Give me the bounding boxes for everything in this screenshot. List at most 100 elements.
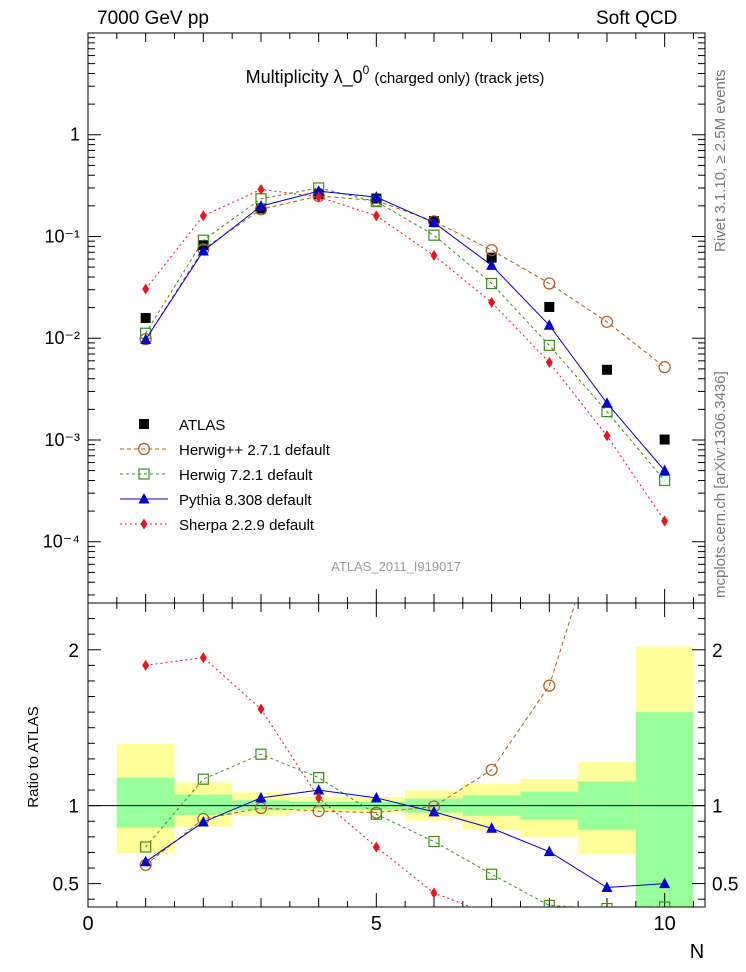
data-point-main	[543, 339, 555, 352]
data-point-main	[140, 333, 152, 345]
series-ratio-herwig-7-2-1-default	[140, 748, 671, 907]
data-point-main	[659, 464, 671, 476]
data-point-main	[659, 474, 671, 487]
legend-marker	[140, 518, 148, 530]
data-point-ratio	[486, 868, 498, 880]
data-point-main	[142, 283, 150, 295]
data-point-main	[543, 277, 556, 290]
series-line-ratio	[145, 789, 665, 889]
legend-entry-label: Herwig 7.2.1 default	[179, 467, 313, 484]
series-ratio-sherpa-2-2-9-default	[142, 652, 610, 933]
series-line-ratio	[145, 657, 473, 907]
ratio-band-inner-2	[174, 794, 233, 816]
data-point-ratio	[140, 841, 152, 853]
rivet-version-label: Rivet 3.1.10, ≥ 2.5M events	[712, 69, 729, 253]
data-point-ratio	[603, 922, 610, 933]
data-point-ratio	[142, 659, 150, 671]
data-point-main	[545, 356, 553, 368]
series-main-pythia-8-308-default	[140, 185, 671, 476]
x-axis-label: N	[690, 941, 704, 963]
data-point-main	[659, 434, 670, 445]
main-y-tick-label: 10⁻¹	[44, 226, 80, 246]
series-line-ratio	[145, 753, 665, 907]
main-y-tick-label: 10⁻³	[44, 430, 80, 450]
data-point-ratio	[486, 822, 498, 833]
data-point-main	[140, 313, 151, 324]
data-point-main	[428, 216, 440, 228]
data-point-ratio	[255, 791, 267, 803]
data-point-main	[313, 185, 325, 196]
ratio-plot-frame	[87, 602, 706, 908]
ratio-band-inner-1	[116, 777, 175, 828]
ratio-y-tick-label-right: 0.5	[712, 875, 738, 896]
data-point-main	[658, 361, 671, 374]
series-main-herwig-7-2-1-default	[140, 182, 671, 487]
data-point-main	[257, 183, 265, 195]
ratio-y-tick-label-left: 0.5	[53, 875, 79, 896]
data-point-main	[370, 191, 382, 202]
data-point-main	[544, 301, 555, 312]
data-point-main	[486, 259, 498, 270]
data-point-ratio	[543, 845, 555, 857]
data-point-main	[428, 229, 440, 241]
data-point-ratio	[197, 773, 209, 785]
mcplots-reference-label: mcplots.cern.ch [arXiv:1306.3436]	[712, 371, 729, 598]
ratio-y-tick-label-right: 2	[712, 641, 723, 662]
ratio-y-tick-label-right: 1	[712, 797, 723, 818]
data-point-main	[488, 296, 496, 308]
x-tick-label: 10	[654, 913, 676, 935]
legend-entry-label: ATLAS	[179, 417, 225, 434]
ratio-y-tick-label-left: 1	[68, 797, 79, 818]
ratio-uncertainty-bands	[116, 646, 694, 907]
legend-entry-label: Pythia 8.308 default	[179, 492, 312, 509]
data-point-ratio	[543, 679, 556, 692]
series-main-herwig-2-7-1-default	[139, 189, 671, 374]
series-line-main	[145, 195, 665, 368]
data-point-ratio	[485, 763, 498, 776]
data-point-ratio	[313, 784, 325, 795]
header-left: 7000 GeV pp	[97, 8, 209, 29]
analysis-watermark: ATLAS_2011_I919017	[331, 559, 461, 574]
data-point-ratio	[659, 877, 671, 889]
data-point-ratio	[659, 901, 671, 907]
data-point-main	[255, 200, 267, 211]
main-y-tick-label: 1	[70, 125, 80, 145]
data-point-main	[601, 364, 612, 375]
data-point-main	[486, 277, 498, 290]
data-point-ratio	[315, 792, 323, 804]
ratio-y-tick-label-left: 2	[68, 641, 79, 662]
data-point-main	[199, 210, 207, 222]
series-main-sherpa-2-2-9-default	[142, 183, 669, 527]
data-point-ratio	[372, 841, 380, 853]
data-point-ratio	[257, 703, 265, 715]
data-point-ratio	[428, 805, 440, 817]
x-tick-label: 5	[371, 913, 382, 935]
data-point-ratio	[313, 772, 325, 784]
data-point-main	[661, 515, 669, 527]
data-point-ratio	[659, 145, 670, 156]
series-line-main	[145, 188, 666, 522]
data-point-ratio	[370, 808, 382, 820]
data-point-ratio	[546, 916, 553, 927]
data-point-main	[197, 245, 209, 256]
data-point-main	[486, 252, 497, 263]
data-point-ratio	[370, 791, 382, 803]
x-tick-label: 0	[82, 913, 93, 935]
data-point-ratio	[430, 887, 438, 899]
data-point-ratio	[255, 748, 267, 760]
data-point-main	[543, 319, 555, 330]
series-main-atlas	[140, 189, 670, 445]
series-ratio-pythia-8-308-default	[140, 784, 671, 893]
chart-title: Multiplicity λ_00 (charged only) (track j…	[246, 63, 545, 88]
data-point-ratio	[197, 816, 209, 827]
data-point-ratio	[543, 899, 555, 907]
series-line-main	[145, 187, 666, 481]
data-point-main	[601, 397, 613, 408]
series-line-ratio	[145, 603, 576, 866]
data-point-ratio	[488, 909, 495, 920]
data-point-main	[603, 430, 611, 442]
data-point-main	[372, 210, 380, 222]
data-point-ratio	[601, 496, 612, 507]
data-point-ratio	[140, 855, 152, 867]
